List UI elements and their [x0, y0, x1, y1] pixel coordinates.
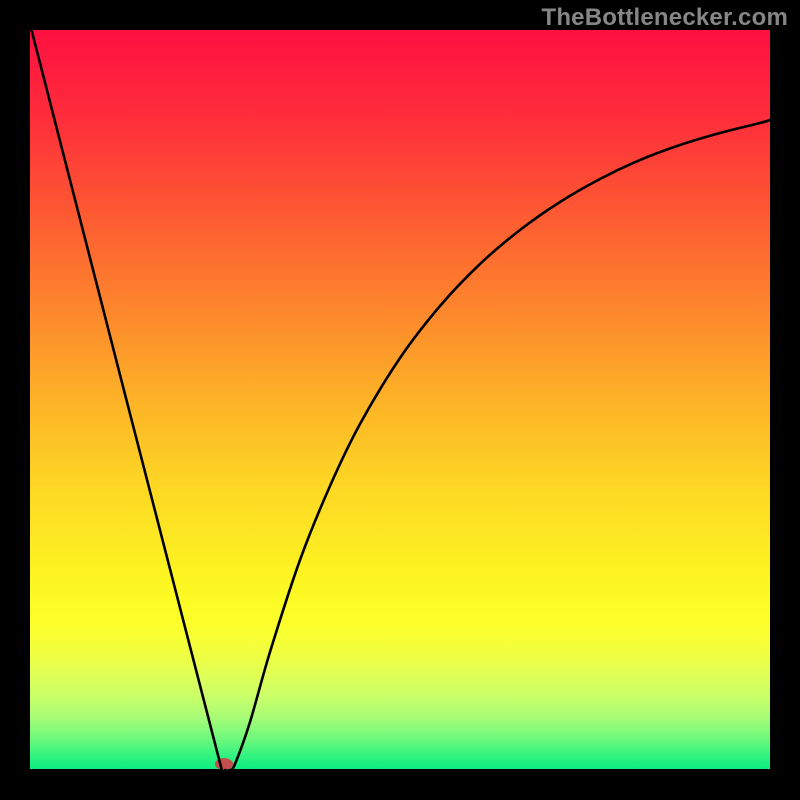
bottleneck-chart: TheBottlenecker.com — [0, 0, 800, 800]
watermark-text: TheBottlenecker.com — [541, 4, 788, 32]
optimal-point-marker — [215, 758, 233, 770]
chart-gradient-background — [30, 30, 770, 769]
chart-svg — [0, 0, 800, 800]
